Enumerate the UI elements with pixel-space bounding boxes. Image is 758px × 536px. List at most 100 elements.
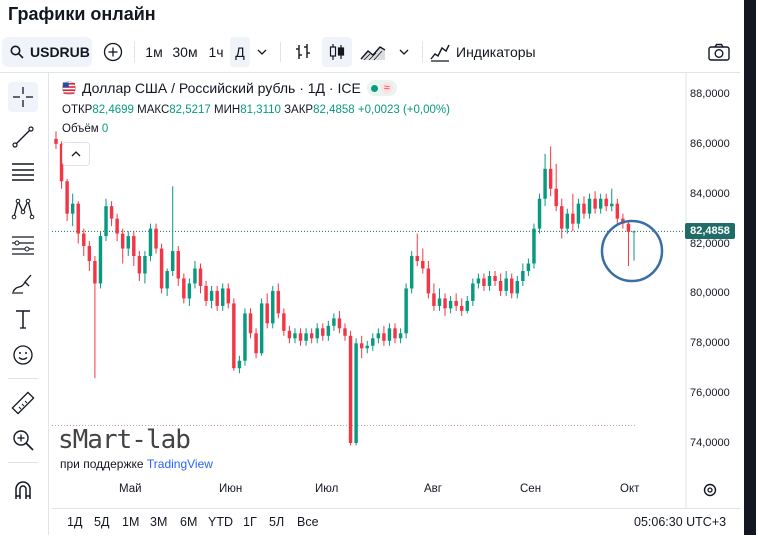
range-1m[interactable]: 1М — [122, 515, 140, 529]
interval-1h[interactable]: 1ч — [208, 44, 224, 60]
symbol-search-button[interactable]: USDRUB — [2, 37, 92, 67]
indicators-button[interactable]: Индикаторы — [430, 37, 540, 67]
interval-dropdown[interactable] — [252, 37, 272, 67]
candle-body — [309, 333, 314, 339]
text-tool[interactable] — [10, 306, 36, 332]
zoom-in-icon — [13, 430, 34, 451]
candle-body — [454, 300, 458, 306]
candle-body — [371, 338, 375, 346]
price-tick: 84,0000 — [690, 188, 730, 200]
range-6m[interactable]: 6М — [180, 515, 198, 529]
candle — [132, 231, 136, 267]
interval-1m[interactable]: 1м — [145, 44, 163, 60]
low-label: МИН — [214, 104, 241, 116]
tradingview-link[interactable]: TradingView — [146, 457, 213, 471]
ruler-tool[interactable] — [10, 390, 36, 416]
candle — [59, 141, 64, 189]
candle-body — [143, 256, 147, 274]
range-5y[interactable]: 5Л — [269, 515, 285, 529]
candle-body — [204, 285, 208, 301]
chart-settings-button[interactable] — [702, 482, 718, 503]
ohlc-legend: ОТКР82,4699 МАКС82,5217 МИН81,3110 ЗАКР8… — [62, 104, 450, 116]
candle — [615, 198, 620, 224]
bars-style-button[interactable] — [290, 37, 316, 67]
candle — [226, 283, 231, 309]
candle-body — [387, 328, 392, 341]
clock-display[interactable]: 05:06:30 UTC+3 — [634, 515, 727, 529]
candle — [221, 283, 225, 311]
candle — [632, 230, 636, 261]
interval-day[interactable]: Д — [230, 37, 250, 67]
candle-body — [432, 293, 436, 306]
prediction-tool[interactable] — [10, 232, 36, 258]
candle — [104, 198, 108, 242]
candle — [560, 198, 564, 239]
page-title: Графики онлайн — [8, 4, 156, 24]
trend-line-tool[interactable] — [10, 124, 36, 150]
fib-tool[interactable] — [10, 159, 36, 185]
time-tick: Май — [119, 483, 142, 495]
price-tick: 80,0000 — [690, 287, 730, 299]
candle — [565, 208, 570, 234]
pattern-tool[interactable] — [10, 196, 36, 222]
market-status[interactable]: ≈ — [366, 80, 397, 96]
style-dropdown[interactable] — [394, 37, 414, 67]
drawing-toolbar — [0, 72, 49, 535]
time-tick: Июл — [315, 483, 339, 495]
candle-body — [321, 328, 325, 336]
candle — [426, 261, 431, 299]
candle — [76, 201, 80, 244]
range-ytd[interactable]: YTD — [208, 515, 233, 529]
candle-body — [243, 313, 247, 361]
legend-collapse-button[interactable] — [62, 142, 90, 166]
candle — [265, 293, 269, 329]
watermark-brand: sMart-lab — [58, 425, 191, 455]
candles-style-button[interactable] — [322, 37, 352, 67]
interval-30m[interactable]: 30м — [172, 44, 198, 60]
candle-body — [448, 300, 453, 309]
range-5d[interactable]: 5Д — [94, 515, 110, 529]
measure-lines-icon — [12, 236, 34, 255]
volume-value: 0 — [101, 123, 109, 135]
candle — [465, 295, 469, 314]
zoom-tool[interactable] — [10, 427, 36, 453]
range-all[interactable]: Все — [297, 515, 319, 529]
candle-body — [221, 288, 225, 306]
brush-tool[interactable] — [10, 270, 36, 296]
candle — [515, 275, 520, 299]
candle — [554, 163, 558, 212]
price-tick: 82,0000 — [690, 238, 730, 250]
candle — [521, 263, 525, 286]
candle-body — [109, 206, 114, 219]
candle-body — [315, 328, 319, 339]
range-1y[interactable]: 1Г — [243, 515, 257, 529]
candle-body — [265, 303, 269, 324]
compare-add-button[interactable] — [100, 37, 126, 67]
candle — [376, 328, 381, 344]
candle — [454, 293, 458, 311]
candle — [587, 193, 592, 219]
area-style-button[interactable] — [358, 37, 388, 67]
screenshot-button[interactable] — [706, 37, 732, 67]
emoji-tool[interactable] — [10, 342, 36, 368]
crosshair-tool[interactable] — [8, 82, 38, 112]
candle — [187, 278, 192, 306]
candle-body — [187, 283, 192, 299]
candle-body — [582, 203, 586, 214]
candle — [348, 330, 353, 446]
horizontal-lines-icon — [12, 163, 34, 181]
range-1d[interactable]: 1Д — [67, 515, 83, 529]
candle-body — [526, 263, 531, 271]
candle — [493, 270, 497, 286]
range-3m[interactable]: 3М — [150, 515, 168, 529]
candle-body — [504, 278, 508, 291]
candle-body — [54, 138, 58, 144]
chevron-up-icon — [71, 151, 81, 157]
magnet-icon — [15, 481, 31, 499]
candle-body — [70, 203, 75, 214]
time-tick: Авг — [424, 483, 442, 495]
candle-body — [571, 213, 575, 224]
magnet-tool[interactable] — [10, 477, 36, 503]
candle — [98, 231, 103, 289]
